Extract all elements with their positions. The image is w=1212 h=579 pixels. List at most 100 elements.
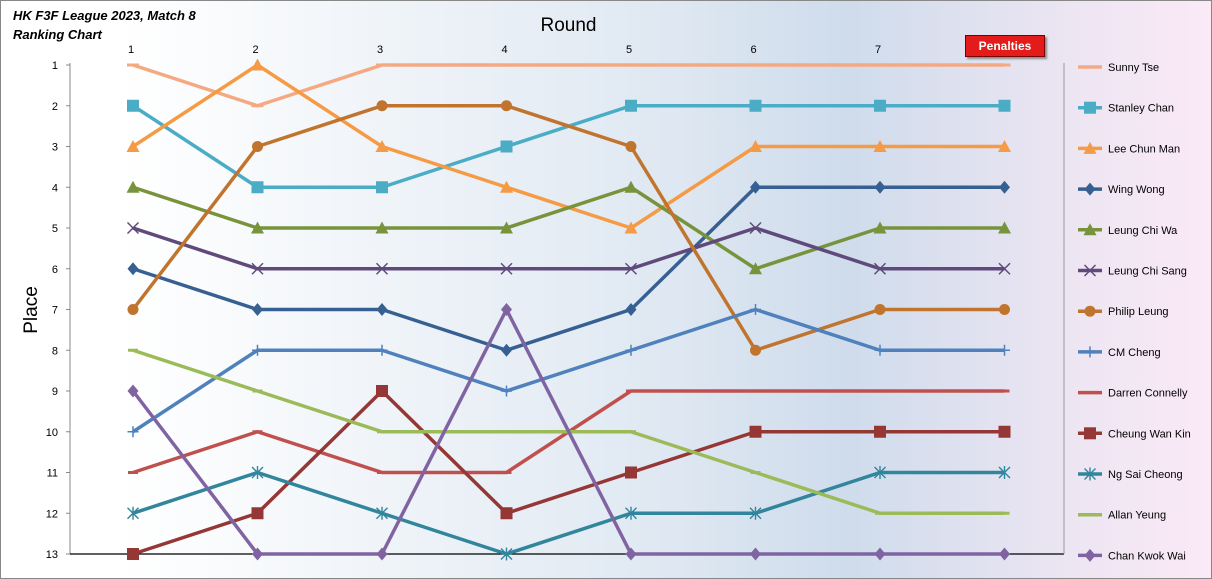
data-point-stanley-chan — [625, 99, 637, 112]
data-point-cm-cheng-shape — [127, 426, 139, 438]
legend-marker-cheung-wan-kin — [1084, 427, 1096, 440]
data-point-ng-sai-cheong-shape — [251, 466, 264, 479]
data-point-leung-chi-wa-shape — [251, 221, 264, 234]
data-point-stanley-chan-shape — [625, 99, 637, 112]
data-point-cheung-wan-kin-shape — [251, 507, 264, 520]
data-point-cheung-wan-kin-shape — [500, 507, 513, 520]
data-point-leung-chi-sang-shape — [251, 262, 264, 275]
data-point-leung-chi-wa — [500, 221, 513, 234]
data-point-wing-wong-shape — [999, 180, 1010, 194]
penalties-button[interactable]: Penalties — [965, 35, 1045, 57]
data-point-cm-cheng — [874, 344, 886, 356]
data-point-leung-chi-sang — [126, 221, 140, 235]
data-point-leung-chi-wa — [624, 180, 638, 193]
data-point-wing-wong — [625, 303, 637, 316]
data-point-ng-sai-cheong — [749, 506, 762, 520]
legend-marker-cm-cheng-shape — [1084, 346, 1096, 358]
data-point-lee-chun-man — [873, 140, 887, 152]
x-tick-label: 3 — [377, 44, 383, 56]
y-tick-label: 3 — [52, 142, 58, 154]
y-tick-label: 12 — [46, 508, 58, 520]
data-point-wing-wong-shape — [874, 180, 886, 194]
data-point-ng-sai-cheong — [127, 506, 139, 520]
legend-marker-stanley-chan-shape — [1084, 101, 1096, 114]
data-point-leung-chi-wa — [126, 180, 140, 193]
legend-entry-wing-wong: Wing Wong — [1108, 184, 1165, 196]
data-point-lee-chun-man — [624, 221, 638, 234]
data-point-cm-cheng-shape — [501, 385, 512, 397]
legend-entry-cheung-wan-kin: Cheung Wan Kin — [1108, 428, 1191, 440]
data-point-stanley-chan — [127, 99, 139, 112]
legend-entry-chan-kwok-wai: Chan Kwok Wai — [1108, 550, 1186, 562]
data-point-ng-sai-cheong-shape — [500, 547, 513, 561]
data-point-wing-wong-shape — [127, 262, 139, 276]
data-point-leung-chi-wa-shape — [375, 221, 389, 234]
series-line-cm-cheng — [132, 307, 1005, 434]
data-point-ng-sai-cheong-shape — [625, 506, 637, 520]
data-point-cm-cheng — [376, 344, 388, 356]
data-point-leung-chi-wa-shape — [749, 262, 762, 275]
data-point-chan-kwok-wai-shape — [625, 547, 637, 561]
data-point-cm-cheng — [750, 304, 761, 315]
y-tick-label: 10 — [46, 427, 58, 439]
data-point-stanley-chan-shape — [251, 181, 264, 194]
data-point-ng-sai-cheong-shape — [127, 506, 139, 520]
legend-marker-cheung-wan-kin-shape — [1084, 427, 1096, 440]
data-point-cm-cheng-shape — [999, 344, 1010, 356]
data-point-cheung-wan-kin — [251, 507, 264, 520]
data-point-stanley-chan — [998, 99, 1011, 112]
data-point-cm-cheng — [501, 385, 512, 397]
data-point-ng-sai-cheong-shape — [874, 466, 886, 479]
data-point-leung-chi-sang — [998, 262, 1011, 275]
data-point-cheung-wan-kin-shape — [749, 425, 762, 438]
data-point-philip-leung — [999, 304, 1010, 315]
x-tick-label: 6 — [750, 44, 756, 56]
data-point-lee-chun-man — [749, 140, 762, 152]
legend-marker-wing-wong — [1084, 182, 1096, 196]
data-point-stanley-chan-shape — [749, 99, 762, 112]
data-point-leung-chi-sang — [873, 262, 887, 275]
legend-marker-ng-sai-cheong — [1084, 467, 1096, 481]
data-point-leung-chi-sang — [749, 221, 762, 235]
data-point-leung-chi-wa — [749, 262, 762, 275]
data-point-leung-chi-sang-shape — [375, 262, 389, 275]
data-point-philip-leung-shape — [501, 100, 512, 112]
data-point-stanley-chan-shape — [127, 99, 139, 112]
series-line-sunny-tse — [132, 63, 1005, 108]
y-tick-label: 6 — [52, 264, 58, 276]
data-point-philip-leung-shape — [376, 100, 388, 112]
data-point-stanley-chan-shape — [998, 99, 1011, 112]
y-tick-label: 7 — [52, 305, 58, 317]
data-point-leung-chi-sang — [251, 262, 264, 275]
legend-entry-leung-chi-sang: Leung Chi Sang — [1108, 266, 1187, 278]
data-point-philip-leung-shape — [750, 344, 761, 356]
data-point-chan-kwok-wai-shape — [874, 547, 886, 561]
data-point-lee-chun-man-shape — [749, 140, 762, 152]
data-point-leung-chi-wa-shape — [500, 221, 513, 234]
data-point-leung-chi-wa — [375, 221, 389, 234]
legend-marker-chan-kwok-wai-shape — [1084, 548, 1096, 562]
data-point-cheung-wan-kin — [874, 425, 886, 438]
data-point-lee-chun-man — [998, 140, 1011, 152]
data-point-wing-wong — [874, 180, 886, 194]
data-point-stanley-chan — [874, 99, 886, 112]
data-point-philip-leung — [252, 141, 263, 152]
legend-marker-cm-cheng — [1084, 346, 1096, 358]
data-point-wing-wong-shape — [750, 180, 761, 194]
x-axis-title: Round — [540, 15, 597, 36]
data-point-leung-chi-sang-shape — [749, 221, 762, 235]
data-point-leung-chi-wa-shape — [873, 221, 887, 234]
data-point-leung-chi-sang-shape — [998, 262, 1011, 275]
legend-entry-stanley-chan: Stanley Chan — [1108, 103, 1174, 115]
data-point-cm-cheng-shape — [750, 304, 761, 315]
data-point-wing-wong-shape — [376, 303, 388, 316]
data-point-lee-chun-man-shape — [998, 140, 1011, 152]
data-point-ng-sai-cheong-shape — [376, 506, 388, 520]
data-point-wing-wong-shape — [625, 303, 637, 316]
legend-entry-cm-cheng: CM Cheng — [1108, 347, 1161, 359]
data-point-wing-wong-shape — [252, 303, 263, 316]
y-tick-label: 13 — [46, 549, 58, 561]
x-tick-label: 1 — [128, 44, 134, 56]
data-point-philip-leung — [127, 304, 139, 315]
data-point-leung-chi-wa — [873, 221, 887, 234]
